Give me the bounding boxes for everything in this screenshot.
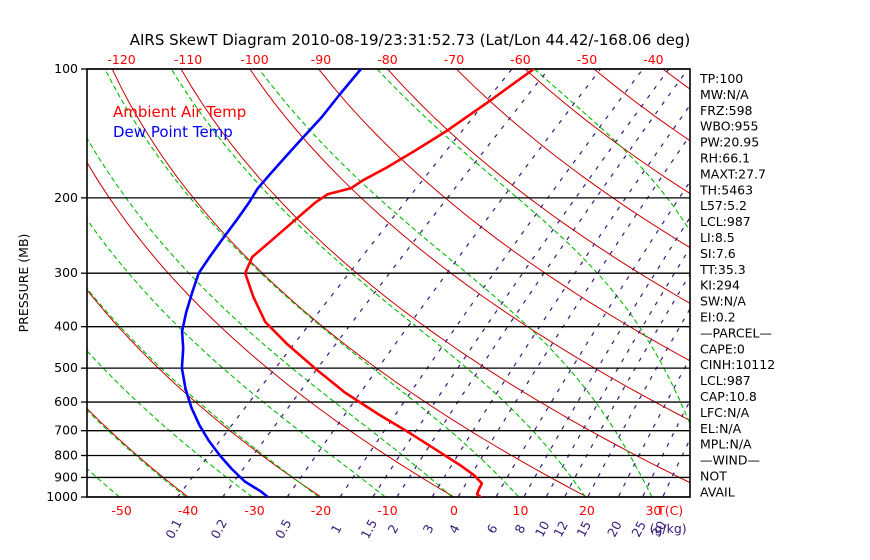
pressure-tick-label: 100	[54, 61, 78, 76]
pressure-tick-label: 800	[54, 448, 78, 463]
pressure-tick-label: 900	[54, 469, 78, 484]
stat-item: CAPE:0	[700, 341, 745, 356]
stat-item: CINH:10112	[700, 357, 775, 372]
temp-tick-label-bottom: -40	[178, 503, 198, 518]
stat-item: —WIND—	[700, 453, 760, 468]
mixing-ratio-tick-label: 12	[550, 518, 571, 539]
mixing-ratio-tick-label: 0.1	[162, 517, 185, 542]
pressure-tick-label: 200	[54, 190, 78, 205]
mixing-ratio-tick-label: 0.2	[207, 517, 230, 542]
chart-title: AIRS SkewT Diagram 2010-08-19/23:31:52.7…	[129, 31, 691, 49]
pressure-tick-label: 700	[54, 423, 78, 438]
stat-item: SW:N/A	[700, 294, 746, 309]
temp-tick-label-bottom: -30	[244, 503, 264, 518]
stat-item: LCL:987	[700, 214, 751, 229]
temp-tick-label-bottom: -10	[377, 503, 397, 518]
mixing-ratio-axis-title: (g/kg)	[650, 521, 687, 536]
mixing-ratio-tick-label: 1	[328, 522, 345, 536]
temp-tick-label-top: -50	[577, 52, 597, 67]
temp-tick-label-top: -90	[311, 52, 331, 67]
stat-item: CAP:10.8	[700, 389, 757, 404]
mixing-ratio-tick-label: 0.5	[272, 517, 295, 542]
stat-item: LFC:N/A	[700, 405, 750, 420]
temp-tick-label-top: -120	[107, 52, 135, 67]
pressure-tick-label: 600	[54, 394, 78, 409]
ambient-temp-curve	[243, 69, 536, 497]
stat-item: —PARCEL—	[700, 325, 772, 340]
stat-item: TH:5463	[699, 182, 753, 197]
stat-item: MW:N/A	[700, 87, 749, 102]
temp-tick-label-bottom: 0	[450, 503, 458, 518]
stat-item: SI:7.6	[700, 246, 736, 261]
stat-item: MPL:N/A	[700, 437, 752, 452]
mixing-ratio-tick-label: 2	[384, 522, 401, 536]
temp-tick-label-bottom: -20	[311, 503, 331, 518]
stat-item: PW:20.95	[700, 135, 759, 150]
mixing-ratio-tick-label: 25	[628, 518, 649, 539]
pressure-tick-label: 1000	[46, 489, 78, 504]
temp-tick-label-bottom: -50	[111, 503, 131, 518]
temp-tick-label-bottom: 10	[513, 503, 529, 518]
stat-item: L57:5.2	[700, 198, 747, 213]
stat-item: TP:100	[699, 71, 743, 86]
mixing-ratio-tick-label: 8	[511, 522, 528, 536]
legend-ambient-temp: Ambient Air Temp	[113, 103, 246, 121]
stat-item: EI:0.2	[700, 310, 736, 325]
stat-item: KI:294	[700, 278, 740, 293]
stat-item: MAXT:27.7	[700, 166, 766, 181]
stat-item: FRZ:598	[700, 103, 753, 118]
stat-item: WBO:955	[700, 119, 758, 134]
legend-dew-point: Dew Point Temp	[113, 123, 233, 141]
mixing-ratio-tick-label: 20	[604, 518, 625, 539]
stat-item: TT:35.3	[699, 262, 746, 277]
pressure-tick-label: 300	[54, 265, 78, 280]
mixing-ratio-tick-label: 3	[420, 522, 437, 536]
mixing-ratio-tick-label: 4	[446, 522, 463, 536]
stat-item: NOT	[700, 469, 727, 484]
stat-item: LCL:987	[700, 373, 751, 388]
mixing-ratio-tick-label: 30	[648, 518, 669, 539]
mixing-ratio-tick-label: 1.5	[358, 517, 381, 542]
pressure-tick-label: 500	[54, 360, 78, 375]
x-axis-title: T(C)	[656, 503, 683, 518]
temp-tick-label-top: -110	[174, 52, 202, 67]
mixing-ratio-tick-label: 6	[484, 522, 501, 536]
temp-tick-label-top: -40	[643, 52, 663, 67]
y-axis-title: PRESSURE (MB)	[16, 234, 31, 333]
temp-tick-label-bottom: 20	[579, 503, 595, 518]
pressure-tick-label: 400	[54, 319, 78, 334]
stat-item: EL:N/A	[700, 421, 742, 436]
stat-item: AVAIL	[700, 484, 735, 499]
temp-tick-label-top: -80	[377, 52, 397, 67]
dew-point-curve	[180, 69, 363, 497]
stat-item: RH:66.1	[700, 151, 750, 166]
mixing-ratio-tick-label: 10	[532, 518, 553, 539]
temp-tick-label-top: -70	[444, 52, 464, 67]
mixing-ratio-tick-label: 15	[573, 518, 594, 539]
stat-item: LI:8.5	[700, 230, 735, 245]
temp-tick-label-bottom: 30	[645, 503, 661, 518]
temp-tick-label-top: -100	[240, 52, 268, 67]
temp-tick-label-top: -60	[510, 52, 530, 67]
